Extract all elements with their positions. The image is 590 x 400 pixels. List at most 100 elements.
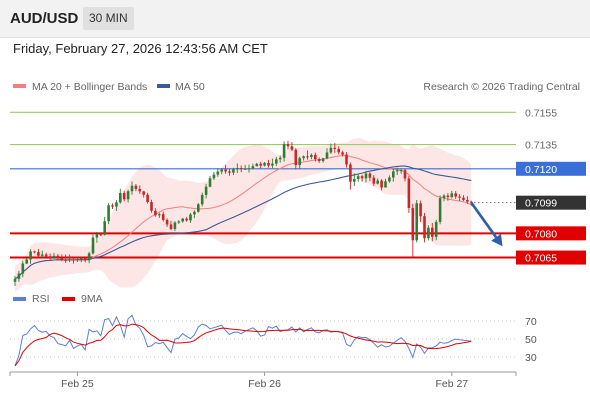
candle — [173, 221, 177, 232]
candle — [161, 211, 165, 222]
candle-body — [442, 195, 446, 199]
candle — [99, 232, 103, 237]
projection-arrow-head — [491, 233, 503, 247]
candle-body — [462, 197, 465, 200]
candle — [37, 249, 40, 257]
symbol-title: AUD/USD — [10, 10, 79, 27]
candle-body — [239, 167, 243, 169]
candle — [44, 252, 48, 257]
candle-body — [388, 177, 391, 182]
candle — [458, 194, 461, 202]
candle-body — [103, 221, 106, 235]
bollinger-bands — [15, 137, 472, 292]
main-legend: MA 20 + Bollinger Bands MA 50 — [13, 81, 205, 93]
candle-body — [138, 188, 142, 192]
candle-body — [368, 173, 372, 178]
candle-body — [197, 204, 200, 212]
bollinger-band-area — [15, 137, 472, 292]
candle-body — [33, 251, 36, 253]
candle-body — [228, 171, 231, 173]
ma20-legend-label: MA 20 + Bollinger Bands — [32, 81, 147, 93]
candle-body — [384, 181, 387, 188]
level-badge-0-7080 — [516, 226, 586, 241]
level-badges: 0.7155 0.7135 0.7120 0.7099 0.7080 0.7065 — [516, 107, 586, 265]
candle-body — [302, 156, 305, 159]
ma50-line — [14, 165, 472, 280]
ma50-legend-label: MA 50 — [175, 81, 205, 93]
candle — [434, 219, 438, 241]
candle-body — [72, 259, 75, 261]
candle — [197, 203, 200, 213]
candle-body — [216, 171, 220, 175]
candle — [427, 225, 430, 241]
candle — [368, 172, 372, 182]
candle — [329, 143, 333, 154]
candle — [454, 191, 457, 199]
candle-body — [76, 259, 79, 261]
candle-body — [470, 201, 473, 203]
candle-body — [317, 159, 321, 162]
candle-body — [134, 185, 138, 189]
candle — [142, 190, 145, 198]
candle-body — [345, 154, 348, 165]
candle-body — [154, 210, 157, 216]
rsi-ma-legend-label: 9MA — [81, 293, 103, 305]
level-badge-0-7065 — [516, 250, 586, 265]
candle — [314, 152, 317, 162]
candle-body — [177, 221, 181, 223]
candle-body — [434, 221, 438, 237]
candle-body — [314, 154, 317, 160]
candle — [450, 190, 454, 199]
candle — [91, 234, 95, 255]
candle — [317, 157, 321, 163]
candle — [103, 216, 106, 236]
candle — [236, 163, 239, 173]
rsi-legend-swatch — [13, 297, 26, 301]
candle-body — [193, 211, 196, 215]
candle — [193, 210, 196, 219]
candle — [286, 140, 290, 150]
candle — [150, 199, 153, 213]
ma20-legend-swatch — [13, 84, 26, 88]
candle — [239, 165, 243, 173]
candle — [95, 231, 99, 243]
candle — [278, 155, 282, 163]
candle-body — [220, 169, 223, 172]
candle — [138, 185, 142, 194]
candle — [399, 168, 403, 174]
timeframe-badge[interactable]: 30 MIN — [83, 7, 134, 30]
candle-body — [376, 180, 379, 184]
candle-body — [411, 208, 415, 241]
candle — [216, 168, 220, 177]
candle-body — [415, 203, 418, 241]
candle-body — [146, 194, 149, 203]
candle — [431, 223, 434, 242]
candle-body — [263, 162, 266, 166]
candle-body — [99, 234, 103, 236]
candle — [259, 161, 262, 169]
candle — [325, 148, 329, 160]
candle-body — [360, 176, 364, 179]
candle — [302, 155, 305, 161]
candle-body — [181, 218, 184, 222]
candle — [353, 173, 356, 187]
candle-body — [446, 195, 450, 198]
candle — [446, 193, 450, 201]
candle — [52, 252, 56, 260]
candle-body — [399, 170, 403, 172]
candle — [13, 275, 17, 286]
candle-body — [298, 158, 301, 166]
candle-body — [341, 152, 344, 155]
level-badge-text-0-7080: 0.7080 — [525, 228, 557, 240]
candle-body — [431, 227, 434, 237]
candle — [107, 203, 110, 225]
candle — [126, 189, 130, 203]
candle — [290, 141, 294, 152]
candle — [275, 157, 278, 167]
candle-body — [356, 176, 360, 179]
candle-body — [333, 147, 337, 149]
candle — [76, 257, 79, 262]
candle — [403, 168, 407, 182]
candle-body — [64, 259, 67, 261]
